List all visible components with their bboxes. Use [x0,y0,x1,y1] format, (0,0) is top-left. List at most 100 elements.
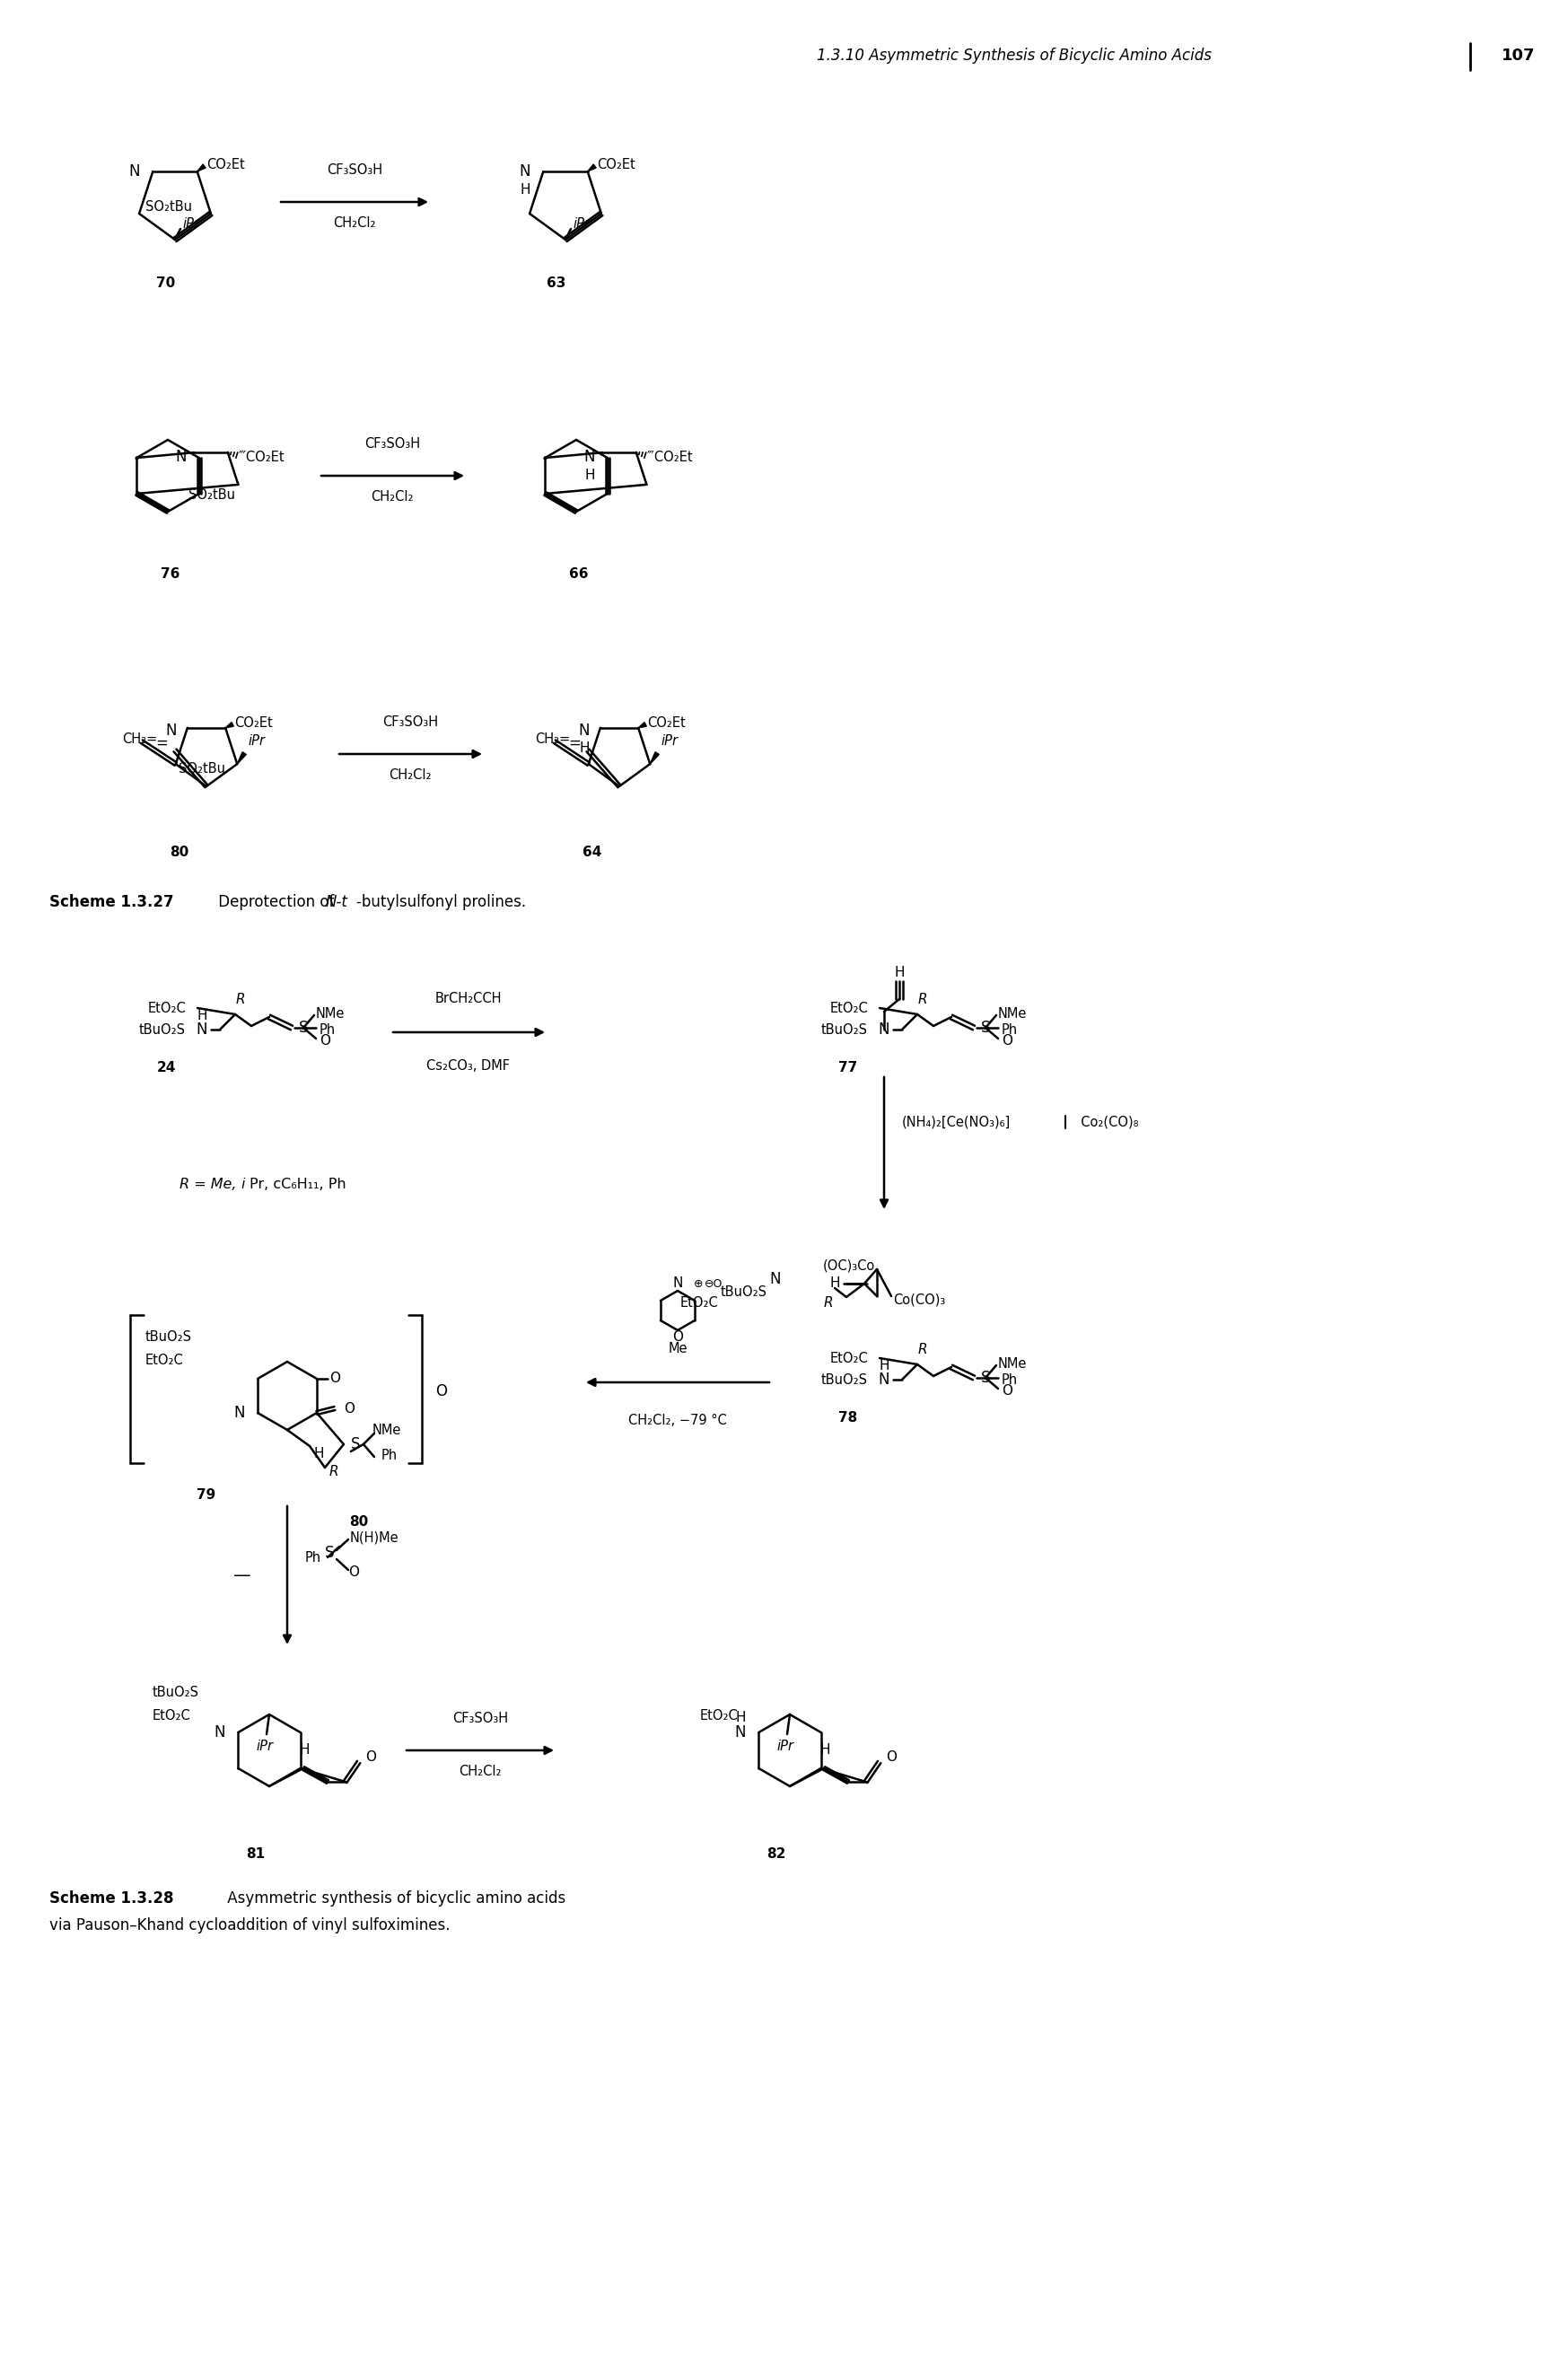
Text: ⊖O: ⊖O [704,1278,723,1290]
Text: =: = [155,734,168,751]
Text: N: N [878,1371,889,1388]
Text: O: O [1002,1034,1013,1048]
Text: SO₂tBu: SO₂tBu [146,200,193,214]
Text: 79: 79 [198,1487,216,1502]
Text: O: O [320,1034,331,1048]
Text: 66: 66 [569,568,588,582]
Text: tBuO₂S: tBuO₂S [140,1022,185,1036]
Text: H: H [894,965,905,979]
Text: N: N [770,1271,781,1288]
Text: NMe: NMe [315,1007,345,1019]
Text: S: S [298,1019,307,1036]
Text: O: O [365,1749,376,1763]
Text: 63: 63 [547,276,566,290]
Text: R: R [917,1342,927,1357]
Text: Scheme 1.3.28: Scheme 1.3.28 [49,1891,174,1906]
Text: 76: 76 [162,568,180,582]
Text: 80: 80 [350,1516,368,1528]
Text: Deprotection of: Deprotection of [213,893,339,910]
Text: N: N [234,1404,245,1421]
Text: N: N [735,1725,746,1742]
Text: 107: 107 [1502,48,1535,64]
Text: O: O [343,1402,354,1416]
Text: Asymmetric synthesis of bicyclic amino acids: Asymmetric synthesis of bicyclic amino a… [223,1891,566,1906]
Text: H: H [880,1359,889,1371]
Text: H: H [829,1276,840,1290]
Text: BrCH₂CCH: BrCH₂CCH [434,991,502,1005]
Text: tBuO₂S: tBuO₂S [721,1285,767,1300]
Text: O: O [436,1383,447,1399]
Polygon shape [638,722,646,727]
Text: EtO₂C: EtO₂C [146,1354,183,1366]
Text: N: N [519,164,530,181]
Text: O: O [1002,1385,1013,1397]
Text: Ph: Ph [320,1022,336,1036]
Text: ⊕: ⊕ [693,1278,702,1290]
Text: 78: 78 [839,1411,858,1426]
Text: EtO₂C: EtO₂C [829,1352,869,1364]
Text: S: S [325,1544,334,1561]
Text: H: H [314,1447,325,1459]
Text: N(H)Me: N(H)Me [350,1530,400,1544]
Text: 64: 64 [583,846,602,860]
Text: —: — [234,1566,251,1585]
Polygon shape [588,164,596,171]
Text: N: N [673,1276,682,1290]
Text: S: S [982,1371,991,1385]
Text: R: R [823,1297,833,1309]
Text: Ph: Ph [306,1552,321,1563]
Text: CH₂Cl₂: CH₂Cl₂ [389,767,431,782]
Text: H: H [579,741,590,756]
Text: CH₂=: CH₂= [122,732,157,746]
Text: H: H [299,1744,310,1758]
Text: Scheme 1.3.27: Scheme 1.3.27 [49,893,174,910]
Text: O: O [348,1566,359,1578]
Text: H: H [198,1007,207,1022]
Text: Ph: Ph [381,1449,398,1461]
Text: iPr: iPr [660,734,677,748]
Text: CF₃SO₃H: CF₃SO₃H [326,164,383,176]
Text: 80: 80 [169,846,190,860]
Text: CO₂Et: CO₂Et [596,157,635,171]
Text: i: i [240,1178,245,1193]
Text: CO₂Et: CO₂Et [205,157,245,171]
Text: via Pauson–Khand cycloaddition of vinyl sulfoximines.: via Pauson–Khand cycloaddition of vinyl … [49,1917,450,1934]
Text: CO₂Et: CO₂Et [234,718,273,729]
Polygon shape [226,722,234,727]
Polygon shape [651,751,659,765]
Text: N: N [196,1022,207,1038]
Text: 1.3.10 Asymmetric Synthesis of Bicyclic Amino Acids: 1.3.10 Asymmetric Synthesis of Bicyclic … [817,48,1212,64]
Text: H: H [735,1711,746,1725]
Text: Co(CO)₃: Co(CO)₃ [894,1293,946,1307]
Text: CF₃SO₃H: CF₃SO₃H [452,1711,508,1725]
Text: N: N [878,1022,889,1038]
Text: 81: 81 [246,1846,265,1860]
Text: EtO₂C: EtO₂C [679,1297,718,1309]
Text: R: R [235,993,245,1005]
Text: iPr: iPr [248,734,265,748]
Text: Co₂(CO)₈: Co₂(CO)₈ [1073,1114,1138,1129]
Text: NMe: NMe [372,1423,401,1437]
Text: N-t: N-t [326,893,348,910]
Text: N: N [129,164,140,181]
Text: H: H [585,468,596,482]
Text: CH₂Cl₂, −79 °C: CH₂Cl₂, −79 °C [629,1414,728,1428]
Text: N: N [579,722,590,739]
Text: iPr: iPr [776,1739,793,1753]
Text: N: N [215,1725,226,1742]
Text: iPr: iPr [182,216,199,230]
Text: N: N [166,722,177,739]
Text: 77: 77 [839,1062,858,1074]
Text: -butylsulfonyl prolines.: -butylsulfonyl prolines. [356,893,527,910]
Text: Pr, cC₆H₁₁, Ph: Pr, cC₆H₁₁, Ph [249,1178,347,1193]
Text: 82: 82 [767,1846,786,1860]
Text: CF₃SO₃H: CF₃SO₃H [364,437,420,451]
Text: H: H [521,183,530,197]
Text: Cs₂CO₃, DMF: Cs₂CO₃, DMF [426,1060,510,1072]
Text: =: = [568,734,580,751]
Text: N: N [176,449,187,466]
Text: SO₂tBu: SO₂tBu [179,763,226,775]
Text: EtO₂C: EtO₂C [147,1000,187,1015]
Text: Ph: Ph [1002,1022,1018,1036]
Polygon shape [237,751,246,765]
